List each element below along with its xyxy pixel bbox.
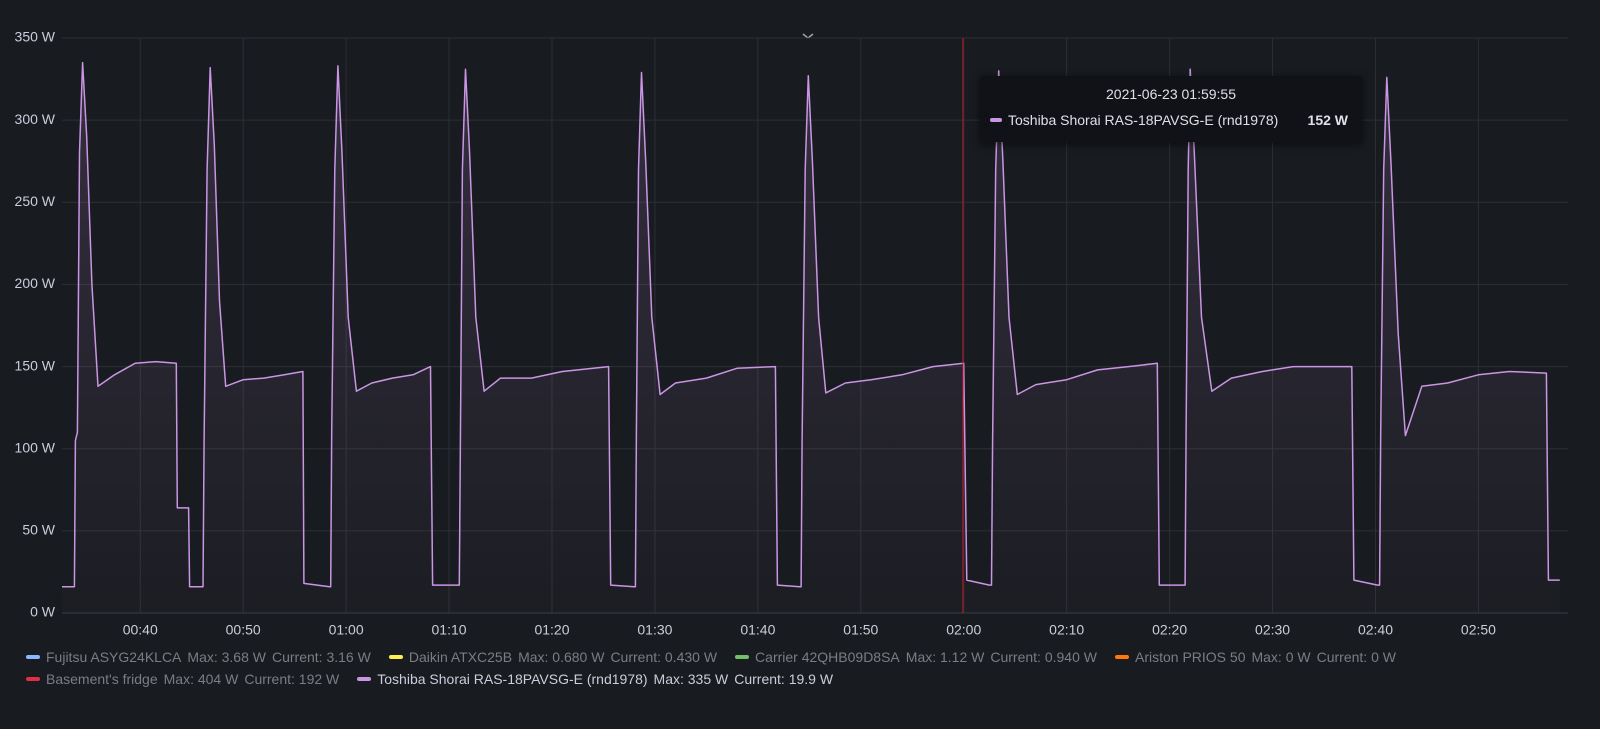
x-tick-label: 01:10 — [432, 622, 467, 638]
x-tick-label: 02:40 — [1358, 622, 1393, 638]
legend-item[interactable]: Daikin ATXC25B Max: 0.680 W Current: 0.430… — [388, 648, 718, 666]
legend-max: Max: 335 W — [653, 671, 729, 687]
legend-name: Daikin ATXC25B — [408, 649, 513, 665]
y-tick-label: 50 W — [22, 522, 55, 538]
tooltip-title: 2021-06-23 01:59:55 — [1106, 86, 1236, 102]
x-tick-label: 02:20 — [1152, 622, 1187, 638]
legend-name: Toshiba Shorai RAS-18PAVSG-E (rnd1978) — [377, 671, 648, 687]
legend-current: Current: 0.430 W — [610, 649, 718, 665]
x-tick-label: 00:50 — [226, 622, 261, 638]
x-tick-label: 01:40 — [740, 622, 775, 638]
legend-max: Max: 404 W — [163, 671, 239, 687]
legend-item[interactable]: Ariston PRIOS 50 Max: 0 W Current: 0 W — [1114, 648, 1396, 666]
legend-current: Current: 3.16 W — [272, 649, 371, 665]
legend-name: Basement's fridge — [46, 671, 158, 687]
tooltip: 2021-06-23 01:59:55 Toshiba Shorai RAS-1… — [980, 76, 1362, 142]
y-tick-label: 150 W — [15, 357, 56, 373]
legend-name: Fujitsu ASYG24KLCA — [46, 649, 182, 665]
x-tick-label: 00:40 — [123, 622, 158, 638]
x-tick-label: 02:30 — [1255, 622, 1290, 638]
tooltip-row: Toshiba Shorai RAS-18PAVSG-E (rnd1978) 1… — [990, 112, 1348, 128]
legend-max: Max: 1.12 W — [905, 649, 985, 665]
legend-item[interactable]: Fujitsu ASYG24KLCA Max: 3.68 W Current: 3.… — [26, 648, 371, 666]
legend-name: Carrier 42QHB09D8SA — [755, 649, 900, 665]
legend-current: Current: 0 W — [1316, 649, 1396, 665]
y-tick-label: 100 W — [15, 439, 56, 455]
legend-current: Current: 192 W — [244, 671, 340, 687]
tooltip-series-name: Toshiba Shorai RAS-18PAVSG-E (rnd1978) — [1008, 112, 1279, 128]
legend-max: Max: 0 W — [1251, 649, 1311, 665]
legend-swatch — [357, 677, 372, 681]
y-tick-label: 300 W — [15, 111, 56, 127]
legend-max: Max: 3.68 W — [187, 649, 266, 665]
x-tick-label: 02:50 — [1461, 622, 1496, 638]
tooltip-swatch — [990, 118, 1002, 122]
x-tick-label: 01:20 — [534, 622, 569, 638]
x-tick-label: 01:50 — [843, 622, 878, 638]
legend-name: Ariston PRIOS 50 — [1134, 649, 1246, 665]
x-tick-label: 02:00 — [946, 622, 981, 638]
legend-swatch — [26, 655, 40, 659]
y-tick-label: 250 W — [15, 193, 56, 209]
area-fill — [62, 62, 1560, 614]
y-tick-label: 200 W — [15, 275, 56, 291]
legend-item[interactable]: Toshiba Shorai RAS-18PAVSG-E (rnd1978) Ma… — [357, 670, 833, 688]
legend: Fujitsu ASYG24KLCA Max: 3.68 W Current: 3.… — [26, 648, 1506, 688]
legend-swatch — [735, 655, 750, 659]
series-line — [62, 61, 1560, 588]
x-tick-label: 01:30 — [637, 622, 672, 638]
y-tick-label: 350 W — [15, 29, 56, 45]
x-tick-label: 02:10 — [1049, 622, 1084, 638]
y-tick-label: 0 W — [30, 604, 56, 620]
legend-swatch — [26, 677, 40, 681]
legend-item[interactable]: Basement's fridge Max: 404 W Current: 192 … — [26, 670, 339, 688]
legend-item[interactable]: Carrier 42QHB09D8SA Max: 1.12 W Current: 0… — [735, 648, 1097, 666]
legend-max: Max: 0.680 W — [518, 649, 605, 665]
legend-swatch — [1114, 655, 1129, 659]
chart: 0 W 50 W 100 W 150 W 200 W 250 W 300 W 350 W 00:… — [15, 29, 1568, 638]
x-tick-label: 01:00 — [329, 622, 364, 638]
collapse-chevron[interactable] — [802, 33, 814, 39]
tooltip-value: 152 W — [1307, 112, 1348, 128]
legend-current: Current: 19.9 W — [734, 671, 834, 687]
legend-current: Current: 0.940 W — [990, 649, 1097, 665]
legend-swatch — [388, 655, 403, 659]
